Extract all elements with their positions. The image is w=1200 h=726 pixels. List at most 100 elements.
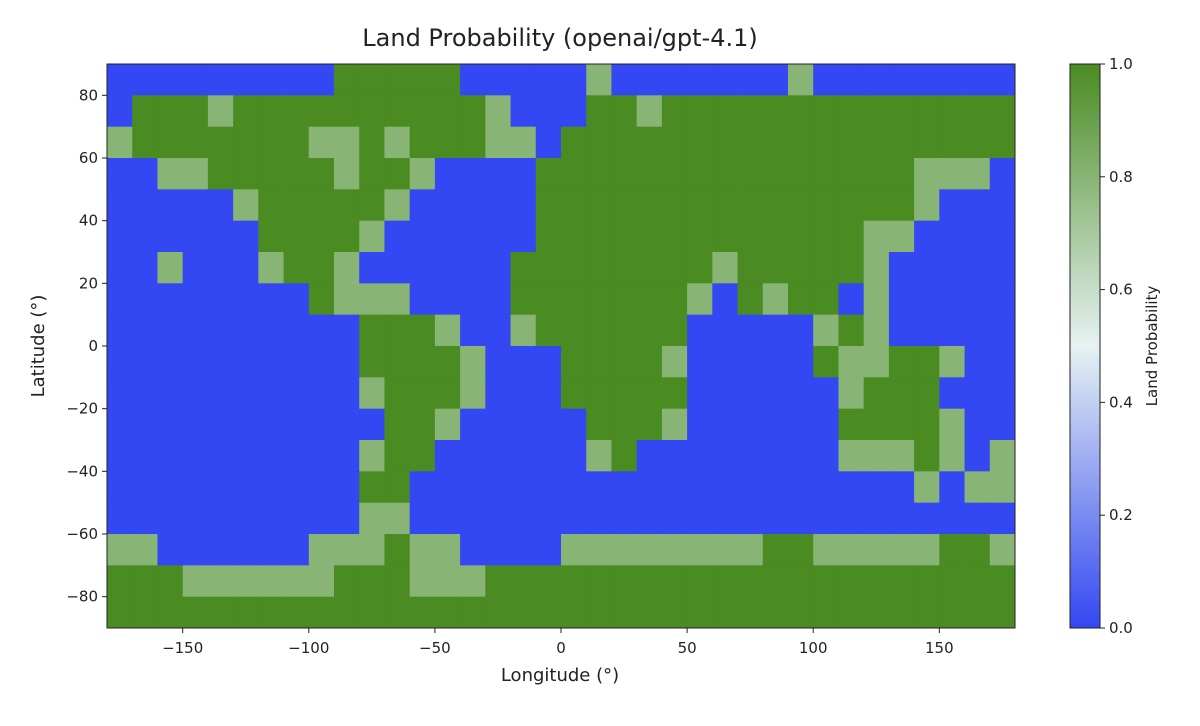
heatmap-cell <box>989 158 1016 190</box>
heatmap-cell <box>863 220 890 253</box>
heatmap-cell <box>863 252 890 284</box>
heatmap-cell <box>132 158 158 190</box>
heatmap-cell <box>334 534 360 566</box>
heatmap-cell <box>334 565 360 598</box>
heatmap-cell <box>687 565 713 598</box>
heatmap-cell <box>409 534 436 566</box>
heatmap-cell <box>813 189 839 222</box>
heatmap-cell <box>914 283 940 316</box>
heatmap-cell <box>636 314 663 347</box>
heatmap-cell <box>334 158 360 190</box>
heatmap-cell <box>914 565 940 598</box>
heatmap-cell <box>586 596 612 629</box>
heatmap-cell <box>939 346 965 378</box>
heatmap-cell <box>460 220 486 253</box>
heatmap-cell <box>611 565 638 598</box>
heatmap-cell <box>914 314 940 347</box>
heatmap-cell <box>132 502 158 535</box>
heatmap-cell <box>964 440 991 472</box>
heatmap-cell <box>258 596 284 629</box>
heatmap-cell <box>586 565 612 598</box>
heatmap-cell <box>712 565 738 598</box>
heatmap-cell <box>409 64 436 96</box>
chart-title: Land Probability (openai/gpt-4.1) <box>362 24 757 52</box>
heatmap-cell <box>661 252 688 284</box>
heatmap-cell <box>561 220 587 253</box>
heatmap-cell <box>283 534 310 566</box>
heatmap-cell <box>308 158 335 190</box>
heatmap-cell <box>561 189 587 222</box>
heatmap-cell <box>207 158 234 190</box>
heatmap-cell <box>182 189 209 222</box>
heatmap-cell <box>157 440 184 472</box>
heatmap-cell <box>460 64 486 96</box>
heatmap-cell <box>939 534 965 566</box>
heatmap-cell <box>712 189 738 222</box>
heatmap-cell <box>258 502 284 535</box>
heatmap-cell <box>334 596 360 629</box>
heatmap-cell <box>233 64 259 96</box>
heatmap-cell <box>964 377 991 410</box>
heatmap-cell <box>888 314 915 347</box>
heatmap-cell <box>107 346 133 378</box>
heatmap-cell <box>737 64 764 96</box>
heatmap-cell <box>535 502 562 535</box>
heatmap-cell <box>460 596 486 629</box>
heatmap-cell <box>107 283 133 316</box>
heatmap-cell <box>182 126 209 159</box>
heatmap-cell <box>132 95 158 128</box>
heatmap-cell <box>863 534 890 566</box>
heatmap-cell <box>485 408 511 441</box>
heatmap-cell <box>914 471 940 504</box>
heatmap-cell <box>661 534 688 566</box>
heatmap-cell <box>384 596 411 629</box>
heatmap-cell <box>334 408 360 441</box>
heatmap-cell <box>359 502 385 535</box>
heatmap-cell <box>485 314 511 347</box>
heatmap-cell <box>712 314 738 347</box>
heatmap-cell <box>712 346 738 378</box>
heatmap-cell <box>788 252 814 284</box>
heatmap-cell <box>687 314 713 347</box>
heatmap-cell <box>233 377 259 410</box>
heatmap-cell <box>359 471 385 504</box>
heatmap-cell <box>535 408 562 441</box>
heatmap-cell <box>914 252 940 284</box>
heatmap-cell <box>611 440 638 472</box>
heatmap-cell <box>157 64 184 96</box>
heatmap-cell <box>283 64 310 96</box>
heatmap-cell <box>308 440 335 472</box>
heatmap-cell <box>813 471 839 504</box>
heatmap-cell <box>914 534 940 566</box>
heatmap-cell <box>384 314 411 347</box>
heatmap-cell <box>107 126 133 159</box>
heatmap-cell <box>434 440 461 472</box>
heatmap-cell <box>788 220 814 253</box>
heatmap-cell <box>712 377 738 410</box>
heatmap-cell <box>384 283 411 316</box>
heatmap-cell <box>964 189 991 222</box>
heatmap-cell <box>964 95 991 128</box>
heatmap-cell <box>788 126 814 159</box>
heatmap-cell <box>157 377 184 410</box>
colorbar <box>1069 63 1101 629</box>
heatmap-cell <box>485 220 511 253</box>
heatmap-cell <box>384 565 411 598</box>
heatmap-cell <box>460 408 486 441</box>
heatmap-cell <box>535 252 562 284</box>
heatmap-cell <box>233 314 259 347</box>
heatmap-cell <box>157 95 184 128</box>
heatmap-cell <box>989 189 1016 222</box>
heatmap-cell <box>762 471 789 504</box>
heatmap-cell <box>510 471 537 504</box>
heatmap-cell <box>737 346 764 378</box>
colorbar-tick-label: 1.0 <box>1109 55 1133 73</box>
heatmap-cell <box>233 126 259 159</box>
heatmap-cell <box>308 283 335 316</box>
heatmap-cell <box>233 346 259 378</box>
heatmap-cell <box>914 502 940 535</box>
heatmap-cell <box>737 440 764 472</box>
heatmap-cell <box>636 596 663 629</box>
heatmap-cell <box>788 314 814 347</box>
heatmap-cell <box>914 440 940 472</box>
